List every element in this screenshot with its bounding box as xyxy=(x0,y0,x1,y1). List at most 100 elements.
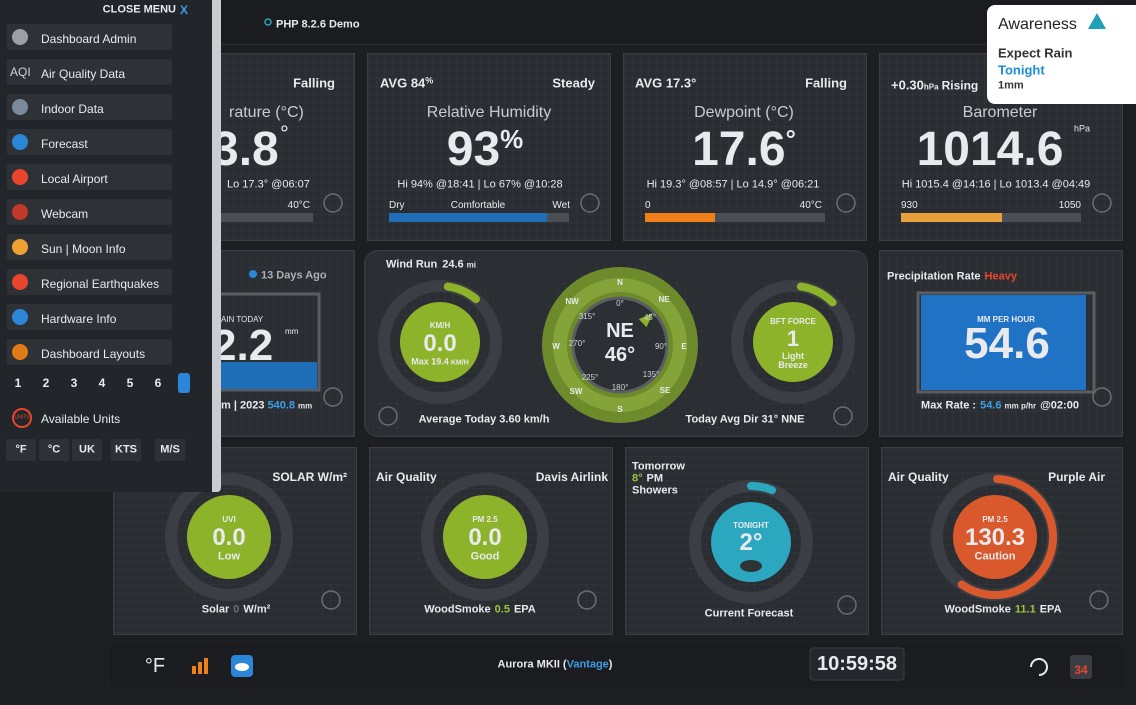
reading: 17.6 xyxy=(692,123,786,176)
menu-label-box[interactable]: Regional Earthquakes xyxy=(41,278,159,290)
gauge-value-box: 2° xyxy=(740,531,763,555)
close-x-box[interactable]: X xyxy=(180,4,188,16)
unit-button-label-box[interactable]: °F xyxy=(15,443,27,456)
menu-label-box[interactable]: Local Airport xyxy=(41,173,108,185)
close-menu[interactable]: CLOSE MENU xyxy=(102,3,176,16)
menu-label[interactable]: Sun | Moon Info xyxy=(41,242,126,256)
layout-button-box[interactable]: 6 xyxy=(155,377,162,389)
unit-toggle[interactable]: °F xyxy=(144,655,166,677)
reading-box: 2.2 xyxy=(212,324,273,368)
menu-label-box[interactable]: Dashboard Admin xyxy=(41,33,136,45)
compass-label: NE xyxy=(658,295,670,304)
menu-label[interactable]: Available Units xyxy=(41,412,121,426)
unit-button-label[interactable]: KTS xyxy=(115,443,137,456)
menu-item[interactable] xyxy=(7,164,172,190)
badge-box[interactable]: 34 xyxy=(1074,664,1087,676)
unit-button[interactable] xyxy=(39,439,69,461)
layout-button[interactable]: 2 xyxy=(42,376,50,390)
compass-label-box: SE xyxy=(660,387,671,395)
chart-icon xyxy=(577,590,597,610)
layout-button-box[interactable]: 1 xyxy=(15,377,22,389)
change-unit: hPa xyxy=(923,82,939,92)
layout-button[interactable]: 4 xyxy=(98,376,106,390)
menu-item[interactable] xyxy=(7,234,172,260)
menu-label-box[interactable]: Air Quality Data xyxy=(41,68,125,80)
menu-item[interactable] xyxy=(7,59,172,85)
compass-label: NW xyxy=(565,297,579,306)
menu-label[interactable]: Regional Earthquakes xyxy=(41,277,160,291)
menu-item[interactable] xyxy=(7,94,172,120)
layout-button-box[interactable]: 3 xyxy=(71,377,78,389)
close-menu-box[interactable]: CLOSE MENU xyxy=(102,3,176,16)
menu-label-box[interactable]: Indoor Data xyxy=(41,103,104,115)
bar-label-box: 40°C xyxy=(288,201,310,211)
gauge-arc xyxy=(796,282,837,307)
station-end: ) xyxy=(608,658,613,671)
menu-label[interactable]: Forecast xyxy=(41,137,88,151)
text-row: AVG 84% xyxy=(380,75,434,90)
unit-button[interactable] xyxy=(155,439,185,461)
card-title-box: rature (°C) xyxy=(229,105,304,121)
unit-button-label-box[interactable]: UK xyxy=(79,443,95,456)
menu-label-box[interactable]: Webcam xyxy=(41,208,88,220)
unit-button[interactable] xyxy=(72,439,102,461)
text-row: WoodSmoke 0.5 EPA xyxy=(424,603,536,616)
reading-unit-box: mm xyxy=(285,328,298,336)
forecast-footer: Current Forecast xyxy=(704,607,794,620)
menu-icon xyxy=(12,204,28,220)
layout-button[interactable]: 5 xyxy=(126,376,134,390)
card-title-box: Relative Humidity xyxy=(427,105,551,121)
compass-degree: 135° xyxy=(642,370,660,379)
unit-button-label-box[interactable]: M/S xyxy=(160,443,180,456)
cloud-icon xyxy=(740,560,762,572)
menu-label[interactable]: Indoor Data xyxy=(41,102,104,116)
average-unit: % xyxy=(425,75,434,86)
unit-button-label[interactable]: UK xyxy=(79,443,95,456)
compass-label-box: S xyxy=(617,406,622,414)
compass-label: E xyxy=(681,342,687,351)
menu-item[interactable] xyxy=(7,199,172,225)
badge[interactable]: 34 xyxy=(1074,663,1088,677)
compass-degree-box: 90° xyxy=(655,343,667,351)
layout-button[interactable]: 1 xyxy=(14,376,22,390)
layout-button[interactable]: 6 xyxy=(154,376,162,390)
menu-label-box[interactable]: Forecast xyxy=(41,138,88,150)
unit-button-label-box[interactable]: KTS xyxy=(115,443,137,456)
card-title: rature (°C) xyxy=(229,104,304,121)
unit-button-label[interactable]: °F xyxy=(15,443,27,456)
menu-item[interactable] xyxy=(7,129,172,155)
menu-label-box[interactable]: Hardware Info xyxy=(41,313,116,325)
unit-toggle-box[interactable]: °F xyxy=(145,656,165,676)
menu-label-box[interactable]: Dashboard Layouts xyxy=(41,348,145,360)
menu-label[interactable]: Air Quality Data xyxy=(41,67,126,81)
layout-button-box[interactable]: 2 xyxy=(43,377,50,389)
menu-item[interactable] xyxy=(7,304,172,330)
menu-icon xyxy=(12,309,28,325)
unit-button-label[interactable]: °C xyxy=(47,443,61,456)
layout-button-box[interactable]: 5 xyxy=(127,377,134,389)
wind-degrees: 46° xyxy=(604,344,636,366)
unit-button-label-box[interactable]: °C xyxy=(47,443,61,456)
bft-value-box: 1 xyxy=(787,328,799,350)
menu-label[interactable]: Local Airport xyxy=(41,172,108,186)
unit-button-label[interactable]: M/S xyxy=(160,443,180,456)
unit-button[interactable] xyxy=(111,439,141,461)
menu-item[interactable] xyxy=(7,269,172,295)
chart-icon xyxy=(323,193,343,213)
menu-item[interactable] xyxy=(7,24,172,50)
menu-label[interactable]: Webcam xyxy=(41,207,89,221)
rain-label-box: AIN TODAY xyxy=(221,316,263,324)
layout-button[interactable]: 3 xyxy=(70,376,78,390)
menu-label[interactable]: Dashboard Layouts xyxy=(41,347,146,361)
refresh-icon xyxy=(1030,658,1048,676)
menu-label-box[interactable]: Sun | Moon Info xyxy=(41,243,126,255)
menu-label[interactable]: Hardware Info xyxy=(41,312,117,326)
menu-label-box[interactable]: Available Units xyxy=(41,413,120,425)
footer-unit: EPA xyxy=(513,603,536,616)
menu-label[interactable]: Dashboard Admin xyxy=(41,32,137,46)
chart-icon xyxy=(1092,193,1112,213)
close-x[interactable]: X xyxy=(179,3,189,17)
menu-item[interactable] xyxy=(7,339,172,365)
unit-button[interactable] xyxy=(6,439,36,461)
layout-button-box[interactable]: 4 xyxy=(99,377,106,389)
